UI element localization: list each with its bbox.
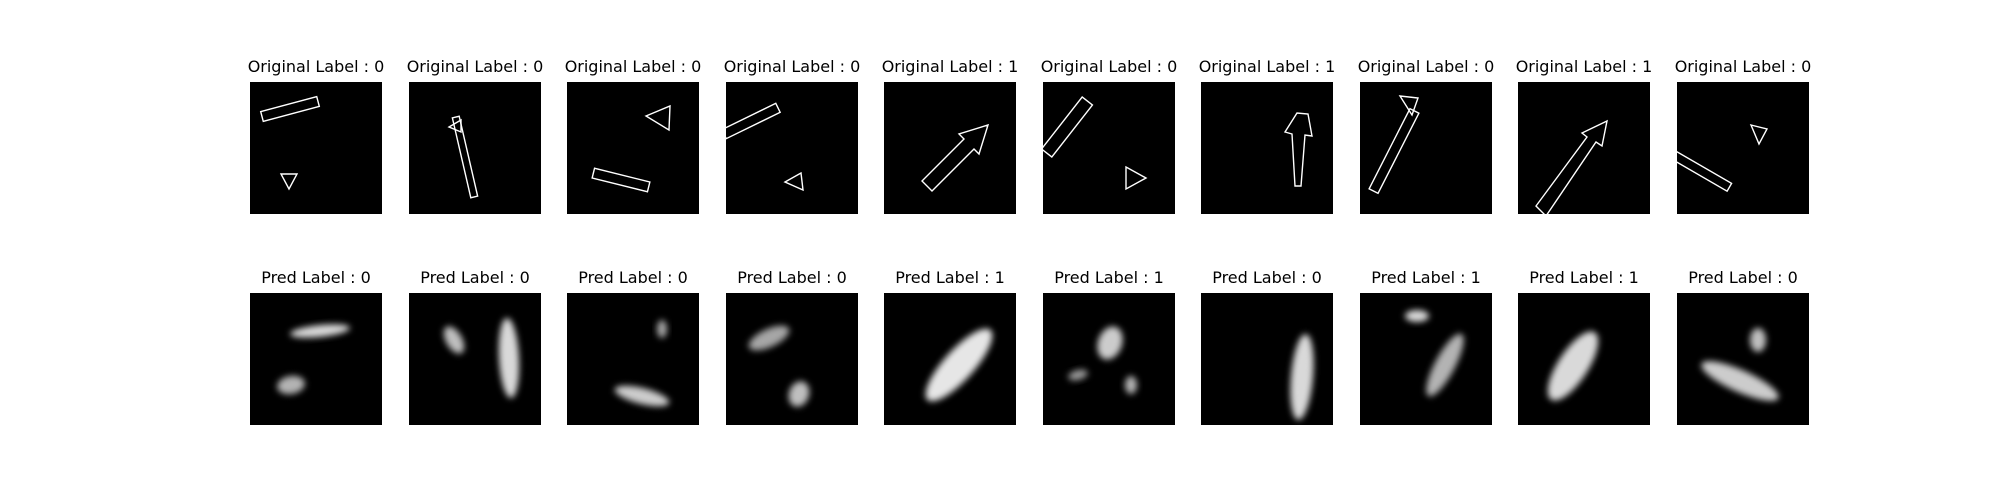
blurred-blob bbox=[1290, 334, 1314, 420]
outline-shapes-image bbox=[591, 104, 671, 193]
triangle-shape bbox=[1398, 95, 1419, 117]
blurred-shapes-image bbox=[1405, 310, 1464, 397]
outline-shapes-image bbox=[447, 115, 479, 199]
bar-shape bbox=[451, 115, 479, 199]
original-label-title: Original Label : 0 bbox=[1674, 57, 1812, 76]
blurred-blob bbox=[788, 381, 810, 407]
triangle-shape bbox=[1125, 165, 1148, 191]
blurred-shapes-image bbox=[1547, 331, 1599, 401]
outline-shapes-image bbox=[1283, 112, 1313, 187]
original-image-panel bbox=[250, 82, 382, 214]
bar-shape bbox=[726, 102, 782, 140]
blurred-shapes-image bbox=[925, 328, 993, 402]
pred-label-title: Pred Label : 0 bbox=[737, 268, 847, 287]
pred-label-title: Pred Label : 0 bbox=[1688, 268, 1798, 287]
bar-shape bbox=[259, 95, 321, 123]
blurred-blob bbox=[1405, 310, 1429, 322]
outline-shapes-image bbox=[259, 95, 321, 191]
original-image-panel bbox=[726, 82, 858, 214]
original-label-title: Original Label : 0 bbox=[1357, 57, 1495, 76]
blurred-blob bbox=[1547, 331, 1599, 401]
predicted-image-panel bbox=[1518, 293, 1650, 425]
blurred-blob bbox=[1701, 361, 1779, 401]
predicted-image-panel bbox=[884, 293, 1016, 425]
arrow-shape bbox=[1283, 112, 1313, 187]
pred-label-title: Pred Label : 1 bbox=[1371, 268, 1481, 287]
blurred-blob bbox=[1750, 328, 1766, 352]
blurred-blob bbox=[498, 318, 520, 398]
blurred-blob bbox=[1068, 369, 1088, 381]
predicted-image-panel bbox=[1677, 293, 1809, 425]
blurred-blob bbox=[925, 328, 993, 402]
bar-shape bbox=[1368, 107, 1420, 195]
blurred-shapes-image bbox=[1701, 328, 1779, 401]
bar-shape bbox=[1677, 143, 1733, 193]
arrow-shape bbox=[921, 123, 990, 192]
predicted-image-panel bbox=[1360, 293, 1492, 425]
bar-shape bbox=[1043, 96, 1094, 158]
original-label-title: Original Label : 0 bbox=[1040, 57, 1178, 76]
pred-label-title: Pred Label : 1 bbox=[895, 268, 1005, 287]
arrow-shape bbox=[1535, 119, 1608, 214]
triangle-shape bbox=[1749, 123, 1769, 146]
outline-shapes-image bbox=[1535, 119, 1608, 214]
triangle-shape bbox=[279, 173, 299, 191]
original-label-title: Original Label : 1 bbox=[1198, 57, 1336, 76]
original-label-title: Original Label : 1 bbox=[1515, 57, 1653, 76]
outline-shapes-image bbox=[1368, 95, 1420, 195]
original-label-title: Original Label : 1 bbox=[881, 57, 1019, 76]
original-label-title: Original Label : 0 bbox=[723, 57, 861, 76]
pred-label-title: Pred Label : 1 bbox=[1529, 268, 1639, 287]
pred-label-title: Pred Label : 0 bbox=[578, 268, 688, 287]
blurred-blob bbox=[657, 320, 667, 338]
original-label-title: Original Label : 0 bbox=[564, 57, 702, 76]
triangle-shape bbox=[783, 171, 804, 192]
blurred-blob bbox=[1125, 376, 1137, 394]
predicted-image-panel bbox=[726, 293, 858, 425]
blurred-shapes-image bbox=[1068, 326, 1137, 394]
pred-label-title: Pred Label : 0 bbox=[420, 268, 530, 287]
blurred-shapes-image bbox=[443, 318, 520, 398]
blurred-shapes-image bbox=[748, 325, 810, 407]
predicted-image-panel bbox=[409, 293, 541, 425]
original-label-title: Original Label : 0 bbox=[406, 57, 544, 76]
original-image-panel bbox=[409, 82, 541, 214]
predicted-image-panel bbox=[250, 293, 382, 425]
blurred-blob bbox=[443, 326, 465, 354]
triangle-shape bbox=[644, 104, 671, 132]
blurred-shapes-image bbox=[277, 324, 350, 395]
pred-label-title: Pred Label : 0 bbox=[1212, 268, 1322, 287]
predicted-image-panel bbox=[1043, 293, 1175, 425]
pred-label-title: Pred Label : 0 bbox=[261, 268, 371, 287]
original-image-panel bbox=[1677, 82, 1809, 214]
original-image-panel bbox=[884, 82, 1016, 214]
outline-shapes-image bbox=[921, 123, 990, 192]
blurred-blob bbox=[1097, 326, 1123, 360]
outline-shapes-image bbox=[1043, 96, 1148, 191]
original-image-panel bbox=[567, 82, 699, 214]
blurred-blob bbox=[614, 385, 670, 407]
predicted-image-panel bbox=[567, 293, 699, 425]
blurred-shapes-image bbox=[1290, 334, 1314, 420]
blurred-shapes-image bbox=[614, 320, 670, 407]
original-image-panel bbox=[1201, 82, 1333, 214]
original-image-panel bbox=[1043, 82, 1175, 214]
outline-shapes-image bbox=[1677, 123, 1769, 193]
original-image-panel bbox=[1360, 82, 1492, 214]
outline-shapes-image bbox=[726, 102, 804, 192]
bar-shape bbox=[591, 167, 651, 193]
original-image-panel bbox=[1518, 82, 1650, 214]
blurred-blob bbox=[1426, 333, 1464, 397]
pred-label-title: Pred Label : 1 bbox=[1054, 268, 1164, 287]
blurred-blob bbox=[748, 325, 790, 351]
blurred-blob bbox=[290, 324, 350, 338]
original-label-title: Original Label : 0 bbox=[247, 57, 385, 76]
blurred-blob bbox=[277, 375, 305, 395]
predicted-image-panel bbox=[1201, 293, 1333, 425]
